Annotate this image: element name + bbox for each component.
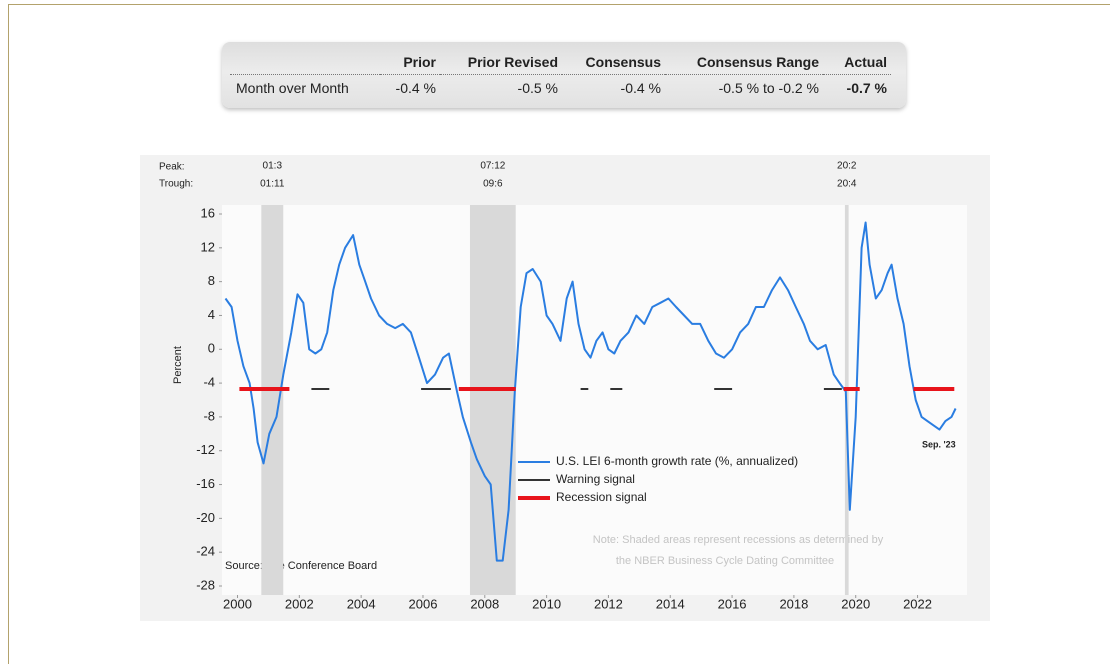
header: Actual: [844, 54, 887, 70]
peak-date: 01:3: [263, 161, 283, 172]
recession-shade: [261, 205, 284, 595]
peak-date: 07:12: [480, 161, 505, 172]
y-tick-label: -20: [196, 510, 215, 525]
y-tick-label: 4: [208, 307, 215, 322]
x-tick-label: 2002: [285, 596, 314, 611]
trough-date: 09:6: [483, 179, 503, 190]
y-tick-label: -4: [203, 375, 215, 390]
header: Consensus Range: [696, 54, 819, 70]
row-label: Month over Month: [230, 74, 380, 101]
frame: [8, 4, 1110, 664]
legend-label: Recession signal: [556, 490, 647, 504]
note: Note: Shaded areas represent recessions …: [593, 534, 884, 546]
cell: -0.4 %: [380, 74, 440, 101]
x-tick-label: 2008: [470, 596, 499, 611]
y-axis-label: Percent: [172, 346, 184, 384]
cell: -0.4 %: [562, 74, 665, 101]
x-tick-label: 2006: [409, 596, 438, 611]
header: Prior Revised: [467, 54, 558, 70]
data-line: [224, 221, 957, 562]
table: Prior Prior Revised Consensus Consensus …: [230, 50, 891, 101]
x-tick-label: 2022: [903, 596, 932, 611]
x-tick-label: 2018: [779, 596, 808, 611]
trough-date: 20:4: [837, 179, 857, 190]
trough-date: 01:11: [260, 179, 285, 190]
header: Consensus: [585, 54, 661, 70]
end-label: Sep. '23: [922, 439, 956, 449]
cell: -0.7 %: [823, 74, 891, 101]
y-tick-label: 8: [208, 273, 215, 288]
y-tick-label: -16: [196, 476, 215, 491]
x-tick-label: 2014: [656, 596, 685, 611]
y-tick-label: -28: [196, 577, 215, 592]
source: Source: The Conference Board: [225, 560, 377, 572]
peak-label: Peak:: [159, 162, 185, 173]
y-tick-label: 12: [201, 239, 215, 254]
plot-area: [222, 205, 967, 595]
consensus-table: Prior Prior Revised Consensus Consensus …: [222, 42, 906, 108]
y-tick-label: -12: [196, 442, 215, 457]
x-tick-label: 2010: [532, 596, 561, 611]
x-tick-label: 2020: [841, 596, 870, 611]
y-tick-label: 0: [208, 341, 215, 356]
x-tick-label: 2000: [223, 596, 252, 611]
y-tick-label: -24: [196, 544, 215, 559]
header: Prior: [403, 54, 436, 70]
row: Month over Month -0.4 % -0.5 % -0.4 % -0…: [230, 74, 891, 101]
x-tick-label: 2004: [347, 596, 376, 611]
trough-label: Trough:: [159, 179, 193, 190]
legend-label: Warning signal: [556, 472, 635, 486]
recession-shade: [469, 205, 516, 595]
x-tick-label: 2016: [718, 596, 747, 611]
y-tick-label: 16: [201, 205, 215, 220]
y-tick-label: -8: [203, 408, 215, 423]
legend-label: U.S. LEI 6-month growth rate (%, annuali…: [556, 454, 798, 468]
header-row: Prior Prior Revised Consensus Consensus …: [230, 50, 891, 75]
note: the NBER Business Cycle Dating Committee: [616, 555, 834, 567]
cell: -0.5 %: [440, 74, 562, 101]
x-tick-label: 2012: [594, 596, 623, 611]
peak-date: 20:2: [837, 161, 857, 172]
cell: -0.5 % to -0.2 %: [665, 74, 823, 101]
